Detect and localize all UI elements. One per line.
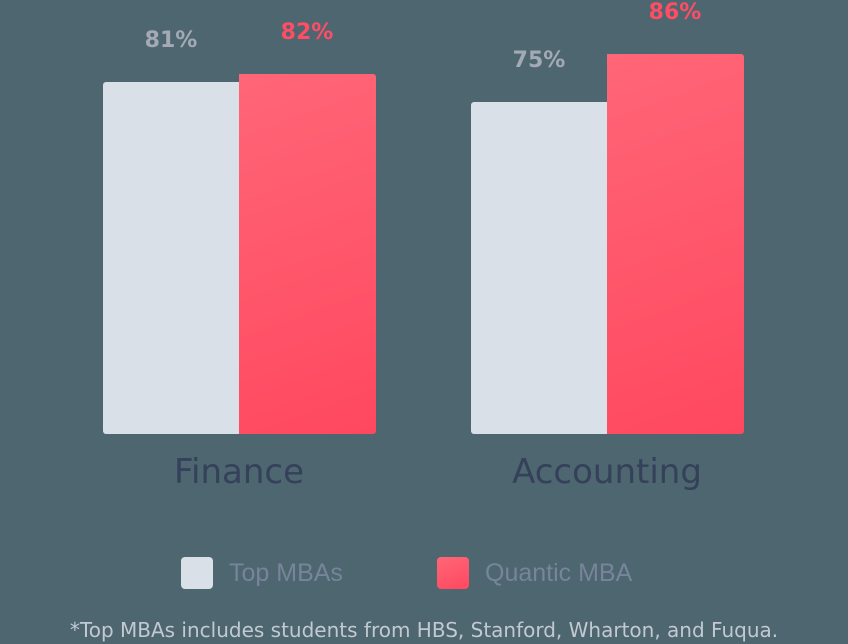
- accounting-top-mbas-bar: [471, 102, 607, 434]
- legend-label-top-mbas: Top MBAs: [229, 558, 343, 587]
- legend-item-top-mbas: Top MBAs: [181, 557, 343, 589]
- legend-swatch-top-mbas: [181, 557, 213, 589]
- footnote: *Top MBAs includes students from HBS, St…: [69, 618, 779, 642]
- accounting-quantic-value: 86%: [648, 0, 702, 25]
- legend-label-quantic: Quantic MBA: [485, 558, 633, 587]
- finance-quantic-bar: [239, 74, 376, 434]
- finance-top-mbas-value: 81%: [144, 28, 198, 53]
- category-label-finance: Finance: [173, 452, 305, 492]
- category-label-accounting: Accounting: [512, 452, 702, 492]
- accounting-top-mbas-value: 75%: [512, 48, 566, 73]
- finance-top-mbas-bar: [103, 82, 239, 434]
- legend-swatch-quantic: [437, 557, 469, 589]
- accounting-quantic-bar: [607, 54, 744, 434]
- legend-item-quantic: Quantic MBA: [437, 557, 632, 589]
- finance-quantic-value: 82%: [280, 20, 334, 45]
